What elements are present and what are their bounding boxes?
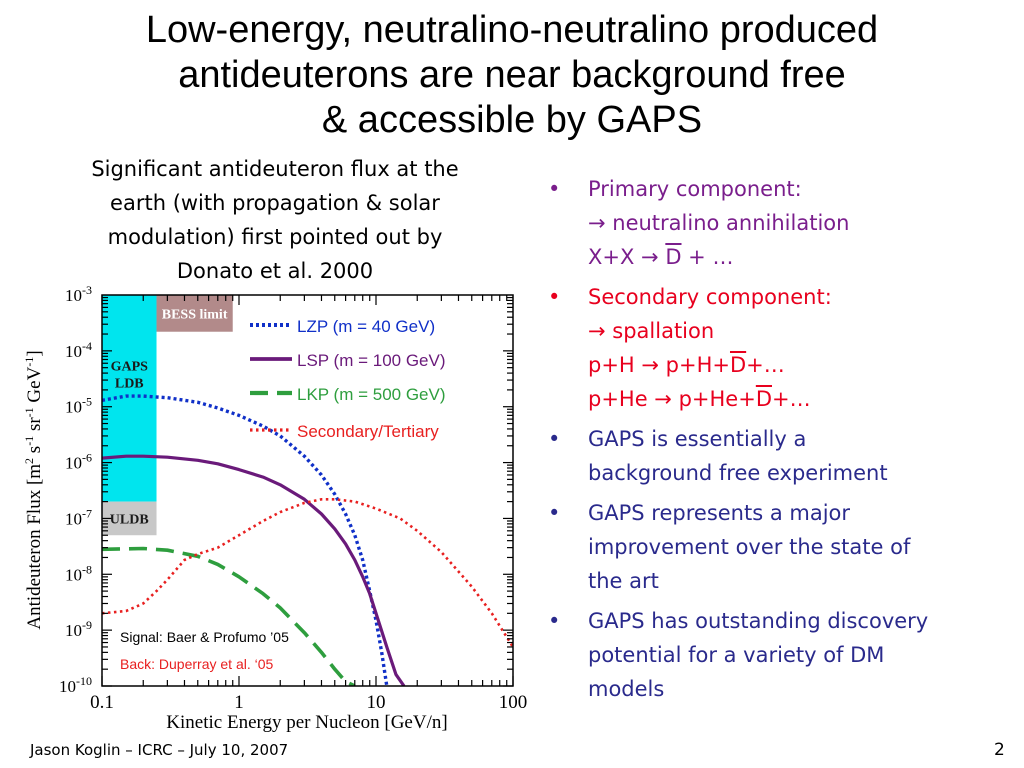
plot-frame (101, 294, 514, 687)
legend-entry: LZP (m = 40 GeV) (297, 317, 435, 336)
region-label: LDB (115, 376, 144, 391)
antideuteron-symbol: D (665, 245, 682, 269)
legend-entry: LKP (m = 500 GeV) (297, 385, 446, 404)
bullet-list: • Primary component: → neutralino annihi… (548, 172, 1018, 712)
region-label: BESS limit (162, 307, 228, 322)
bullet-text: GAPS is essentially a (588, 427, 807, 451)
title-line-3: & accessible by GAPS (321, 99, 703, 141)
x-tick-label: 100 (499, 692, 528, 713)
footer-credit: Jason Koglin – ICRC – July 10, 2007 (30, 741, 289, 759)
region-2 (156, 295, 233, 332)
y-tick-label: 10-5 (65, 395, 92, 417)
bullet-dot: • (548, 501, 561, 525)
y-tick-label: 10-8 (65, 562, 92, 584)
primary-heading: Primary component: (588, 177, 802, 201)
x-tick-label: 10 (367, 692, 386, 713)
y-tick-label: 10-9 (65, 618, 92, 640)
intro-text: Significant antideuteron flux at the ear… (40, 152, 510, 288)
bullet-background-free: • GAPS is essentially a background free … (548, 422, 1018, 490)
bullet-secondary: • Secondary component: → spallation p+H … (548, 280, 1018, 416)
chart-annotation: Back: Duperray et al. ‘05 (120, 656, 274, 672)
bullet-text: GAPS represents a major (588, 501, 851, 525)
antideuteron-symbol: D (755, 387, 772, 411)
y-axis-label: Antideuteron Flux [m2 s-1 sr-1 GeV-1] (22, 350, 45, 629)
bullet-primary: • Primary component: → neutralino annihi… (548, 172, 1018, 274)
page-number: 2 (994, 740, 1005, 760)
y-tick-label: 10-7 (65, 506, 92, 528)
antideuteron-symbol: D (729, 353, 747, 377)
bullet-dot: • (548, 177, 561, 201)
y-tick-label: 10-6 (65, 451, 92, 473)
bullet-text: the art (588, 569, 659, 593)
region-label: ULDB (110, 512, 149, 527)
series-line-secondary-tertiary (102, 498, 513, 648)
flux-chart: 0.1 1 10 100 10-3 10-4 10-5 10-6 10-7 10-8 10-9 10-… (22, 283, 528, 733)
intro-line-4: Donato et al. 2000 (176, 259, 374, 283)
secondary-sub: → spallation (588, 319, 715, 343)
series-line-lzp (102, 394, 389, 686)
secondary-equation-2: p+He → p+He+D+… (588, 387, 811, 411)
secondary-heading: Secondary component: (588, 285, 832, 309)
bullet-discovery-potential: • GAPS has outstanding discovery potenti… (548, 604, 1018, 706)
y-tick-label: 10-4 (65, 339, 92, 361)
chart-annotation: Signal: Baer & Profumo ’05 (120, 629, 289, 645)
secondary-equation-1: p+H → p+H+D+… (588, 353, 785, 377)
x-tick-label: 0.1 (90, 692, 114, 713)
region-label: GAPS (111, 359, 149, 374)
bullet-text: models (588, 677, 665, 701)
bullet-major-improvement: • GAPS represents a major improvement ov… (548, 496, 1018, 598)
bullet-text: GAPS has outstanding discovery (588, 609, 929, 633)
title-line-1: Low-energy, neutralino-neutralino produc… (145, 9, 879, 51)
primary-sub: → neutralino annihilation (588, 211, 850, 235)
x-axis-label: Kinetic Energy per Nucleon [GeV/n] (166, 712, 447, 733)
y-tick-label: 10-3 (65, 283, 92, 305)
bullet-text: potential for a variety of DM (588, 643, 885, 667)
slide-title: Low-energy, neutralino-neutralino produc… (0, 8, 1024, 143)
x-tick-label: 1 (234, 692, 244, 713)
legend-entry: LSP (m = 100 GeV) (297, 351, 446, 370)
intro-line-2: earth (with propagation & solar (110, 191, 440, 215)
title-line-2: antideuterons are near background free (178, 54, 846, 96)
series-line-lkp (102, 546, 356, 686)
bullet-text: background free experiment (588, 461, 888, 485)
primary-equation: X+X → D + … (588, 245, 734, 269)
y-tick-label: 10-10 (59, 674, 92, 696)
legend-entry: Secondary/Tertiary (297, 422, 439, 441)
bullet-dot: • (548, 285, 561, 309)
intro-line-3: modulation) first pointed out by (107, 225, 443, 249)
bullet-dot: • (548, 609, 561, 633)
region-0 (102, 295, 157, 502)
bullet-dot: • (548, 427, 561, 451)
series-line-lsp (102, 454, 406, 686)
bullet-text: improvement over the state of (588, 535, 911, 559)
intro-line-1: Significant antideuteron flux at the (91, 157, 459, 181)
